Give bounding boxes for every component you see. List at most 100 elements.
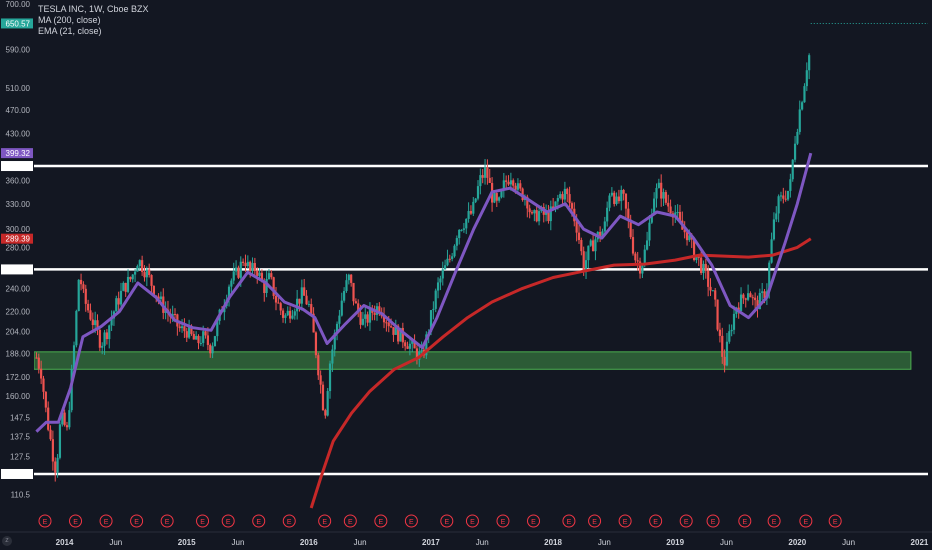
candle[interactable] — [589, 238, 592, 247]
candle[interactable] — [739, 287, 743, 312]
candle[interactable] — [101, 342, 104, 355]
candle[interactable] — [188, 319, 191, 340]
earnings-marker[interactable]: E — [649, 514, 663, 528]
candle[interactable] — [507, 175, 510, 186]
candle[interactable] — [714, 288, 717, 307]
earnings-marker[interactable]: E — [465, 514, 479, 528]
candle[interactable] — [721, 327, 724, 364]
candle[interactable] — [613, 190, 616, 207]
candle[interactable] — [321, 381, 325, 411]
candle[interactable] — [197, 334, 200, 350]
candle[interactable] — [79, 273, 83, 291]
candle[interactable] — [87, 299, 90, 313]
candle[interactable] — [256, 267, 259, 284]
earnings-marker[interactable]: E — [221, 514, 235, 528]
candle[interactable] — [603, 216, 606, 234]
candle[interactable] — [634, 251, 637, 264]
candle[interactable] — [281, 308, 285, 323]
candle[interactable] — [622, 188, 625, 201]
candle[interactable] — [213, 335, 217, 347]
candle[interactable] — [42, 375, 45, 400]
earnings-marker[interactable]: E — [767, 514, 781, 528]
candle[interactable] — [183, 318, 186, 338]
candle[interactable] — [791, 159, 794, 182]
candle[interactable] — [385, 320, 388, 332]
candle[interactable] — [279, 301, 282, 316]
candle[interactable] — [326, 388, 329, 417]
candle[interactable] — [448, 254, 451, 263]
candle[interactable] — [425, 331, 428, 359]
candle[interactable] — [664, 189, 667, 205]
earnings-marker[interactable]: E — [679, 514, 693, 528]
candle[interactable] — [317, 352, 320, 380]
candle[interactable] — [366, 311, 369, 327]
candle[interactable] — [559, 191, 562, 200]
candle[interactable] — [251, 257, 254, 275]
candle[interactable] — [502, 172, 505, 198]
candle[interactable] — [328, 360, 332, 399]
earnings-marker[interactable]: E — [99, 514, 113, 528]
candle[interactable] — [244, 254, 247, 272]
candle[interactable] — [465, 218, 468, 235]
candle[interactable] — [195, 331, 198, 340]
candle[interactable] — [145, 266, 148, 287]
candle[interactable] — [648, 215, 651, 247]
candle[interactable] — [415, 345, 419, 365]
earnings-marker[interactable]: E — [706, 514, 720, 528]
candle[interactable] — [744, 297, 747, 308]
candle[interactable] — [441, 261, 444, 286]
candle[interactable] — [284, 313, 287, 324]
candle[interactable] — [645, 231, 649, 251]
candle[interactable] — [211, 342, 214, 359]
earnings-marker[interactable]: E — [374, 514, 388, 528]
candle[interactable] — [338, 309, 341, 328]
candle[interactable] — [192, 331, 195, 340]
candle[interactable] — [662, 188, 665, 206]
candle[interactable] — [408, 337, 411, 356]
candle[interactable] — [312, 307, 315, 333]
earnings-marker[interactable]: E — [527, 514, 541, 528]
candle[interactable] — [641, 264, 644, 279]
legend-ma[interactable]: MA (200, close) — [38, 15, 101, 25]
candle[interactable] — [624, 193, 628, 217]
candle[interactable] — [587, 245, 590, 269]
candle[interactable] — [305, 290, 308, 305]
candle[interactable] — [793, 135, 797, 163]
candle[interactable] — [65, 421, 69, 431]
candle[interactable] — [711, 290, 714, 292]
candle[interactable] — [436, 277, 440, 299]
support-zone[interactable] — [33, 351, 912, 370]
candle[interactable] — [704, 258, 707, 279]
candle[interactable] — [103, 329, 106, 355]
candle[interactable] — [115, 295, 118, 312]
candle[interactable] — [267, 269, 271, 280]
candle[interactable] — [549, 200, 552, 231]
candle[interactable] — [697, 256, 700, 266]
earnings-marker[interactable]: E — [618, 514, 632, 528]
candle[interactable] — [242, 258, 245, 267]
candle[interactable] — [617, 189, 621, 204]
candle[interactable] — [51, 430, 54, 471]
candle[interactable] — [291, 309, 294, 320]
candle[interactable] — [728, 324, 731, 344]
candle[interactable] — [150, 274, 153, 295]
candle[interactable] — [723, 349, 726, 373]
candle[interactable] — [180, 319, 184, 333]
candle[interactable] — [620, 185, 623, 211]
candle[interactable] — [782, 187, 785, 204]
candle[interactable] — [350, 274, 353, 287]
candle[interactable] — [566, 187, 569, 203]
zoom-icon[interactable]: z — [2, 536, 12, 546]
candle[interactable] — [129, 276, 132, 282]
candle[interactable] — [126, 269, 130, 294]
candle[interactable] — [772, 212, 776, 241]
candle[interactable] — [63, 409, 66, 427]
candle[interactable] — [432, 301, 435, 320]
candle[interactable] — [253, 257, 256, 277]
earnings-marker[interactable]: E — [160, 514, 174, 528]
candle[interactable] — [627, 201, 630, 229]
candle[interactable] — [122, 281, 125, 292]
candle[interactable] — [608, 193, 611, 212]
legend-ema[interactable]: EMA (21, close) — [38, 26, 102, 36]
earnings-marker[interactable]: E — [343, 514, 357, 528]
